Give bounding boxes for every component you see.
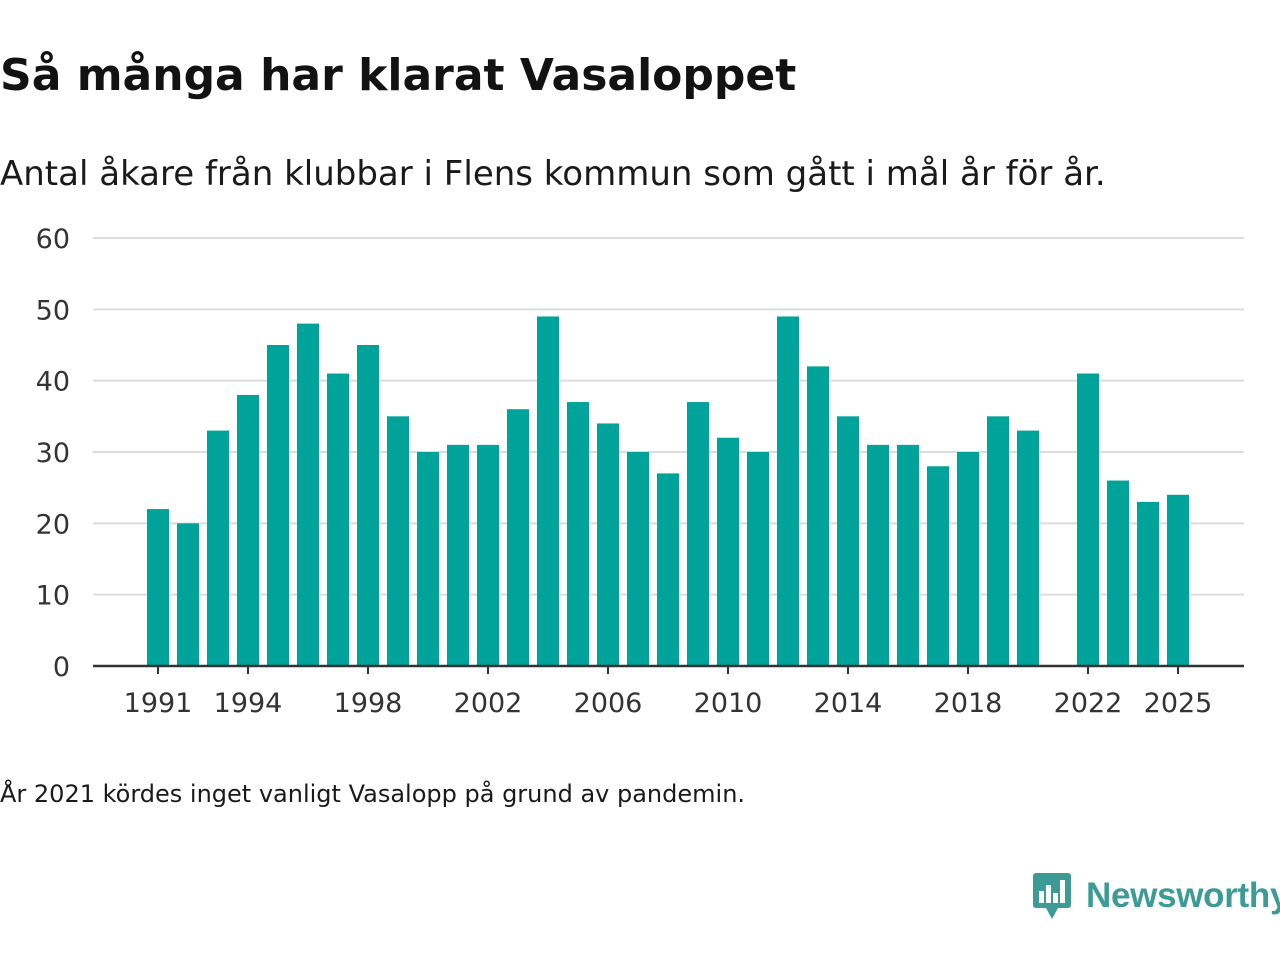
- bar-2013[interactable]: [807, 366, 829, 666]
- bar-2017[interactable]: [927, 466, 949, 666]
- bar-1994[interactable]: [237, 394, 259, 666]
- bar-2023[interactable]: [1107, 480, 1129, 666]
- y-tick-label: 0: [53, 652, 70, 683]
- chart-subtitle: Antal åkare från klubbar i Flens kommun …: [0, 154, 1106, 194]
- x-tick-label: 2025: [1144, 688, 1213, 719]
- bar-2016[interactable]: [897, 444, 919, 666]
- bar-2002[interactable]: [477, 444, 499, 666]
- chart-title: Så många har klarat Vasaloppet: [0, 50, 797, 101]
- x-tick-label: 2022: [1054, 688, 1123, 719]
- bar-1999[interactable]: [387, 416, 409, 666]
- bar-1993[interactable]: [207, 430, 229, 666]
- y-tick-label: 40: [36, 367, 70, 398]
- bar-1991[interactable]: [147, 509, 169, 666]
- bar-1997[interactable]: [327, 373, 349, 666]
- bar-2019[interactable]: [987, 416, 1009, 666]
- x-tick-label: 1998: [334, 688, 403, 719]
- bar-2000[interactable]: [417, 452, 439, 666]
- x-axis-ticks: 1991 1994 1998 2002 2006 2010 2014 2018 2022 2025: [124, 666, 1213, 719]
- x-tick-label: 1994: [214, 688, 283, 719]
- bar-2012[interactable]: [777, 316, 799, 666]
- y-axis-ticks: 0 10 20 30 40 50 60: [36, 224, 70, 683]
- bar-2010[interactable]: [717, 437, 739, 666]
- bar-1998[interactable]: [357, 345, 379, 666]
- bar-2005[interactable]: [567, 402, 589, 666]
- x-tick-label: 2002: [454, 688, 523, 719]
- bar-2020[interactable]: [1017, 430, 1039, 666]
- y-tick-label: 10: [36, 581, 70, 612]
- y-tick-label: 60: [36, 224, 70, 255]
- bar-2014[interactable]: [837, 416, 859, 666]
- bar-1996[interactable]: [297, 323, 319, 666]
- x-tick-label: 2014: [814, 688, 883, 719]
- newsworthy-logo[interactable]: Newsworthy: [1032, 870, 1280, 922]
- y-tick-label: 20: [36, 509, 70, 540]
- footnote: År 2021 kördes inget vanligt Vasalopp på…: [0, 780, 746, 808]
- bar-1992[interactable]: [177, 523, 199, 666]
- bar-2011[interactable]: [747, 452, 769, 666]
- x-tick-label: 2006: [574, 688, 643, 719]
- bar-2001[interactable]: [447, 444, 469, 666]
- bar-2022[interactable]: [1077, 373, 1099, 666]
- x-tick-label: 1991: [124, 688, 193, 719]
- bar-chart: 0 10 20 30 40 50 60 1991 1994 1998 2002 2006 2010 20…: [36, 224, 1244, 719]
- bar-2018[interactable]: [957, 452, 979, 666]
- bar-2003[interactable]: [507, 409, 529, 666]
- bar-2009[interactable]: [687, 402, 709, 666]
- x-tick-label: 2018: [934, 688, 1003, 719]
- bar-2004[interactable]: [537, 316, 559, 666]
- x-tick-label: 2010: [694, 688, 763, 719]
- bar-2025[interactable]: [1167, 494, 1189, 666]
- newsworthy-logo-icon: [1033, 873, 1071, 919]
- bar-2006[interactable]: [597, 423, 619, 666]
- brand-name: Newsworthy: [1086, 876, 1280, 915]
- bars: [147, 316, 1189, 666]
- bar-1995[interactable]: [267, 345, 289, 666]
- bar-2024[interactable]: [1137, 501, 1159, 666]
- bar-2007[interactable]: [627, 452, 649, 666]
- bar-2008[interactable]: [657, 473, 679, 666]
- bar-2015[interactable]: [867, 444, 889, 666]
- y-tick-label: 50: [36, 295, 70, 326]
- y-tick-label: 30: [36, 438, 70, 469]
